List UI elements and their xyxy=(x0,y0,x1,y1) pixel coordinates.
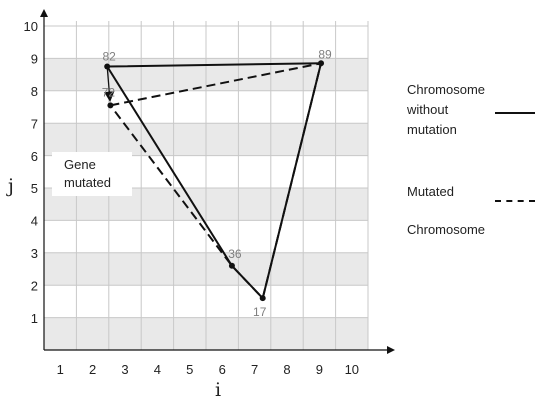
annotation-line-1: Gene xyxy=(64,157,96,172)
y-tick-label-9: 9 xyxy=(31,52,38,67)
x-axis-label: i xyxy=(215,379,221,401)
x-tick-label-6: 6 xyxy=(219,362,226,377)
point-89 xyxy=(318,60,325,67)
x-tick-label-7: 7 xyxy=(251,362,258,377)
y-axis-arrow xyxy=(40,9,48,17)
y-tick-label-8: 8 xyxy=(31,84,38,99)
legend-solid-line-1: Chromosome xyxy=(407,82,486,97)
x-tick-label-1: 1 xyxy=(57,362,64,377)
legend-solid-entry: Chromosome without mutation xyxy=(407,80,485,140)
legend-solid-line-2: without xyxy=(407,102,449,117)
point-label-89: 89 xyxy=(318,47,332,61)
x-tick-label-5: 5 xyxy=(186,362,193,377)
point-label-72: 72 xyxy=(102,85,116,99)
legend-dashed-line-1: Mutated xyxy=(407,184,454,199)
annotation-line-2: mutated xyxy=(64,175,111,190)
legend-dashed-entry: Mutated Chromosome xyxy=(407,173,485,249)
point-36 xyxy=(228,262,235,269)
data-points: 82 72 89 36 17 xyxy=(102,47,332,319)
y-tick-label-7: 7 xyxy=(31,116,38,131)
x-tick-label-3: 3 xyxy=(121,362,128,377)
point-17 xyxy=(259,295,266,302)
y-tick-label-5: 5 xyxy=(31,181,38,196)
x-tick-label-10: 10 xyxy=(345,362,359,377)
y-tick-label-1: 1 xyxy=(31,311,38,326)
axes xyxy=(40,9,395,354)
legend-solid-swatch xyxy=(495,112,535,114)
y-tick-label-10: 10 xyxy=(24,19,38,34)
y-tick-label-4: 4 xyxy=(31,214,38,229)
x-tick-label-9: 9 xyxy=(316,362,323,377)
x-tick-label-8: 8 xyxy=(283,362,290,377)
legend-dashed-swatch xyxy=(495,200,535,202)
legend-dashed-line-2: Chromosome xyxy=(407,222,486,237)
x-tick-label-4: 4 xyxy=(154,362,161,377)
gene-mutated-annotation: Gene mutated xyxy=(52,152,132,196)
point-72 xyxy=(107,102,114,109)
y-axis-label: j xyxy=(6,175,14,197)
point-label-82: 82 xyxy=(103,50,117,64)
y-tick-label-6: 6 xyxy=(31,149,38,164)
mutation-arrow xyxy=(104,66,115,102)
x-tick-label-2: 2 xyxy=(89,362,96,377)
legend-solid-line-3: mutation xyxy=(407,122,457,137)
point-label-17: 17 xyxy=(253,305,267,319)
point-label-36: 36 xyxy=(228,247,242,261)
y-tick-label-3: 3 xyxy=(31,246,38,261)
x-axis-arrow xyxy=(387,346,395,354)
y-tick-label-2: 2 xyxy=(31,278,38,293)
point-82 xyxy=(104,63,111,70)
